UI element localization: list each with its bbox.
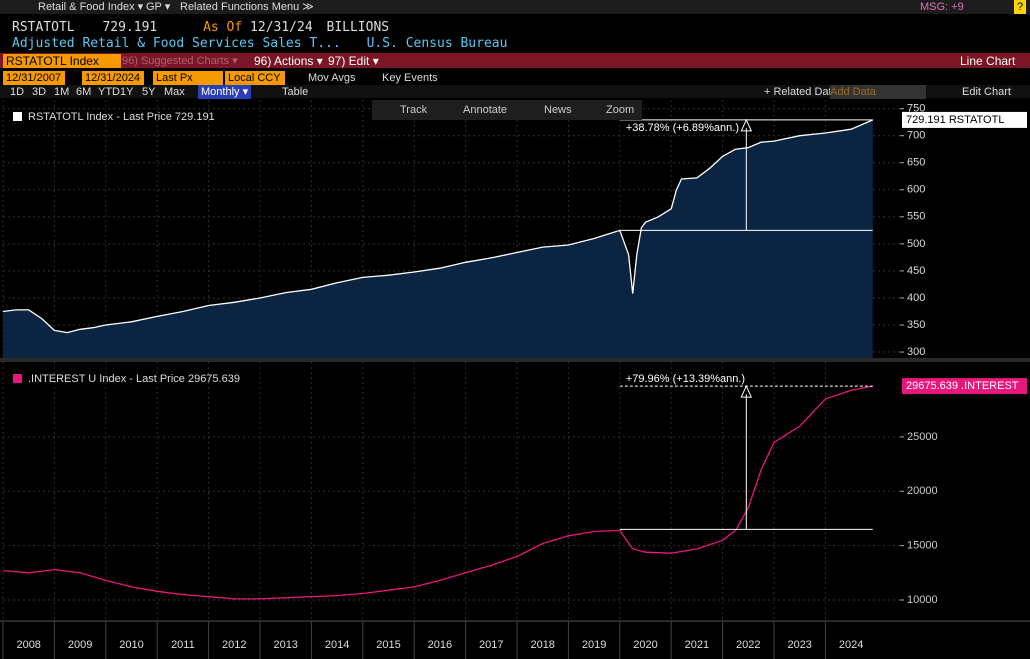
line xyxy=(2,119,874,334)
annotation-text: +79.96% (+13.39%ann.) xyxy=(626,373,745,385)
y-tick-label: 20000 xyxy=(907,485,938,497)
msg[interactable]: MSG: +9 xyxy=(920,1,964,13)
x-tick-label: 2019 xyxy=(582,639,606,651)
x-tick-label: 2018 xyxy=(530,639,554,651)
last-label: 729.191 RSTATOTL xyxy=(906,114,1004,126)
x-tick-label: 2016 xyxy=(428,639,452,651)
y-tick-label: 350 xyxy=(907,319,925,331)
toolbar: Retail & Food Index ▾ GP ▾ Related Funct… xyxy=(0,0,1030,14)
y-tick-label: 500 xyxy=(907,238,925,250)
units: BILLIONS xyxy=(326,20,390,35)
tools-bar xyxy=(372,100,642,120)
header: RSTATOTL 729.191 As Of 12/31/24 BILLIONS xyxy=(12,21,389,35)
x-tick-label: 2017 xyxy=(479,639,503,651)
x-tick-label: 2021 xyxy=(685,639,709,651)
y-tick-label: 400 xyxy=(907,292,925,304)
y-tick-label: 700 xyxy=(907,130,925,142)
last-label-box xyxy=(902,378,1027,395)
table[interactable]: Table xyxy=(282,86,309,98)
frequency[interactable]: Monthly ▾ xyxy=(198,85,252,99)
description: Adjusted Retail & Food Services Sales T.… xyxy=(12,37,507,51)
x-tick-label: 2024 xyxy=(839,639,863,651)
y-tick-label: 15000 xyxy=(907,540,938,552)
end[interactable]: 12/31/2024 xyxy=(82,71,144,85)
add-data[interactable]: Add Data xyxy=(830,85,926,99)
price: 729.191 xyxy=(102,20,158,35)
edit[interactable]: 97) Edit ▾ xyxy=(328,54,379,68)
x-tick-label: 2012 xyxy=(222,639,246,651)
last-label-box xyxy=(902,111,1027,128)
key-events[interactable]: Key Events xyxy=(382,72,438,84)
area xyxy=(3,119,873,359)
period-button[interactable]: Max xyxy=(164,86,185,98)
period-button[interactable]: 5Y xyxy=(142,86,156,98)
y-tick-label: 650 xyxy=(907,157,925,169)
period-button[interactable]: 1D xyxy=(10,86,25,98)
arrow-head xyxy=(740,384,753,398)
period-button[interactable]: 3D xyxy=(32,86,47,98)
edit-chart[interactable]: Edit Chart xyxy=(962,86,1011,98)
y-tick-label: 550 xyxy=(907,211,925,223)
ticker: RSTATOTL xyxy=(12,20,75,35)
date: 12/31/24 xyxy=(250,20,313,35)
x-tick-label: 2014 xyxy=(325,639,349,651)
y-tick-label: 450 xyxy=(907,265,925,277)
menu[interactable]: Related Functions Menu ≫ xyxy=(180,1,314,13)
suggested[interactable]: 96) Suggested Charts ▾ xyxy=(122,55,238,67)
desc: Adjusted Retail & Food Services Sales T.… xyxy=(12,36,341,51)
x-tick-label: 2013 xyxy=(273,639,297,651)
x-tick-label: 2011 xyxy=(171,639,195,651)
legend-label: .INTEREST U Index - Last Price 29675.639 xyxy=(28,373,240,385)
y-tick-label: 25000 xyxy=(907,431,938,443)
legend-label: RSTATOTL Index - Last Price 729.191 xyxy=(28,111,215,123)
start[interactable]: 12/31/2007 xyxy=(3,71,65,85)
currency[interactable]: Local CCY xyxy=(225,71,285,85)
menu[interactable]: GP ▾ xyxy=(146,1,171,13)
menu[interactable]: Retail & Food Index ▾ xyxy=(38,1,144,13)
command-bar: RSTATOTL Index 96) Suggested Charts ▾ 96… xyxy=(0,53,1030,68)
x-tick-label: 2022 xyxy=(736,639,760,651)
line xyxy=(2,385,873,600)
x-tick-label: 2015 xyxy=(376,639,400,651)
field[interactable]: Last Px xyxy=(153,71,223,85)
period-button[interactable]: YTD xyxy=(98,86,120,98)
period-bar: Monthly ▾ Table + Related Dat Add Data E… xyxy=(0,85,1030,99)
period-button[interactable]: 1M xyxy=(54,86,70,98)
as-of: As Of xyxy=(203,20,243,35)
chart-tool[interactable]: News xyxy=(544,104,572,116)
chart-tool[interactable]: Zoom xyxy=(606,104,634,116)
security[interactable]: RSTATOTL Index xyxy=(3,54,121,68)
actions[interactable]: 96) Actions ▾ xyxy=(254,54,323,68)
legend-swatch xyxy=(13,112,22,121)
related[interactable]: + Related Dat xyxy=(764,86,832,98)
mov-avgs[interactable]: Mov Avgs xyxy=(308,72,356,84)
arrow-head xyxy=(740,118,753,132)
x-tick-label: 2023 xyxy=(787,639,811,651)
last-label: 29675.639 .INTEREST xyxy=(906,380,1019,392)
x-tick-label: 2010 xyxy=(119,639,143,651)
x-tick-label: 2009 xyxy=(68,639,92,651)
view: Line Chart xyxy=(960,54,1016,68)
y-tick-label: 10000 xyxy=(907,594,938,606)
chart-tool[interactable]: Track xyxy=(400,104,428,116)
period-button[interactable]: 6M xyxy=(76,86,92,98)
annotation-text: +38.78% (+6.89%ann.) xyxy=(626,122,739,134)
source: U.S. Census Bureau xyxy=(366,36,508,51)
legend-swatch xyxy=(13,374,22,383)
y-tick-label: 600 xyxy=(907,184,925,196)
x-tick-label: 2008 xyxy=(16,639,40,651)
help[interactable]: ? xyxy=(1014,0,1027,14)
y-tick-label: 300 xyxy=(907,346,925,358)
chart-tool[interactable]: Annotate xyxy=(463,104,507,116)
period-button[interactable]: 1Y xyxy=(120,86,134,98)
x-tick-label: 2020 xyxy=(633,639,657,651)
y-tick-label: 750 xyxy=(907,103,925,115)
divider xyxy=(0,358,1030,362)
